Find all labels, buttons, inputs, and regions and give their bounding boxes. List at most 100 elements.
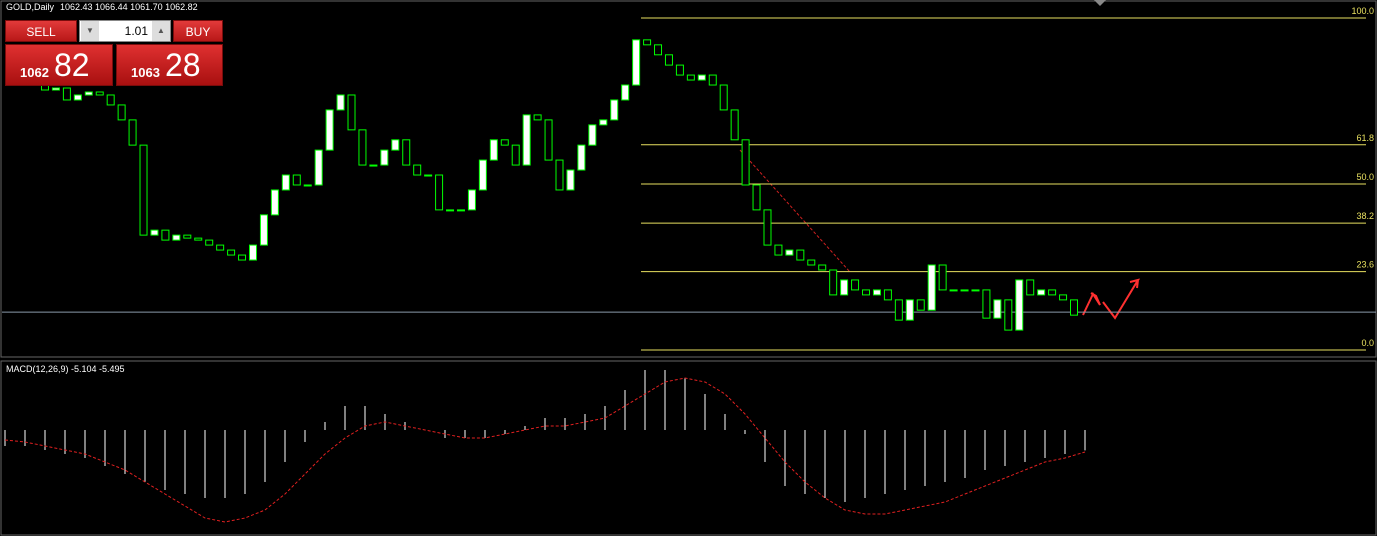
candle-body [741, 139, 750, 186]
candle-body [1026, 279, 1035, 296]
lot-value: 1.01 [124, 24, 148, 38]
candle-body [949, 289, 958, 292]
candle-body [599, 119, 608, 126]
candle-body [314, 149, 323, 186]
candle-body [478, 159, 487, 191]
candle-body [960, 289, 969, 292]
candle-body [139, 144, 148, 236]
candle-body [183, 234, 192, 239]
candle-body [303, 184, 312, 187]
candle-body [435, 174, 444, 211]
candle-body [851, 279, 860, 291]
candle-body [632, 39, 641, 86]
candle-body [610, 99, 619, 121]
fib-label: 61.8 [1356, 133, 1374, 143]
candle-body [325, 109, 334, 151]
candle-body [369, 164, 378, 167]
signal-line [4, 377, 1086, 523]
lot-input[interactable]: 1.01 [79, 20, 171, 42]
candle-body [172, 234, 181, 241]
trend-line [739, 149, 851, 273]
candle-body [446, 209, 455, 212]
candle-body [216, 244, 225, 251]
macd-title: MACD(12,26,9) -5.104 -5.495 [6, 364, 125, 374]
candle-body [905, 299, 914, 321]
candle-body [391, 139, 400, 151]
candle-body [347, 94, 356, 131]
candle-body [621, 84, 630, 101]
candle-body [675, 64, 684, 76]
quote: 1062.43 1066.44 1061.70 1062.82 [60, 2, 198, 12]
fib-label: 100.0 [1351, 6, 1374, 16]
fib-label: 38.2 [1356, 211, 1374, 221]
candle-body [971, 289, 980, 292]
candle-body [1004, 299, 1013, 331]
candle-body [730, 109, 739, 141]
candle-body [194, 237, 203, 241]
lot-up[interactable]: ▲ [152, 21, 170, 41]
forecast-arrow [1082, 291, 1101, 316]
candle-body [938, 264, 947, 291]
candle-body [402, 139, 411, 166]
candle-body [161, 229, 170, 241]
buy-button[interactable]: BUY [173, 20, 223, 42]
candle-body [774, 244, 783, 256]
candle-body [785, 249, 794, 256]
candle-body [993, 299, 1002, 319]
candle-body [467, 189, 476, 211]
candle-body [577, 144, 586, 171]
candle-body [238, 254, 247, 261]
candle-body [424, 174, 433, 177]
candle-body [643, 39, 652, 46]
candle-body [281, 174, 290, 191]
candle-body [413, 164, 422, 176]
candle-body [1070, 299, 1078, 316]
candle-body [872, 289, 881, 296]
candle-body [456, 209, 465, 212]
candle-body [248, 244, 257, 261]
candle-body [150, 229, 159, 236]
candle-body [1048, 289, 1057, 296]
chart-header: GOLD,Daily 1062.43 1066.44 1061.70 1062.8… [6, 2, 204, 12]
fib-label: 50.0 [1356, 172, 1374, 182]
fib-label: 23.6 [1356, 260, 1374, 270]
candle-body [533, 114, 542, 121]
candle-body [1059, 294, 1068, 301]
candle-body [292, 174, 301, 186]
bid-big: 1062 [20, 65, 49, 80]
candle-body [763, 209, 772, 246]
candle-body [358, 129, 367, 166]
candle-body [544, 119, 553, 161]
candle-body [106, 94, 115, 106]
ask-pips: 28 [165, 47, 201, 83]
candle-body [566, 169, 575, 191]
main-pane-border [0, 0, 1377, 358]
candle-body [1037, 289, 1046, 296]
candle-body [686, 74, 695, 81]
candle-body [807, 259, 816, 266]
candle-body [697, 74, 706, 81]
candle-body [654, 44, 663, 56]
candle-body [708, 74, 717, 86]
ask-price[interactable]: 1063 28 [116, 44, 223, 86]
candle-body [862, 289, 871, 296]
macd-pane-border [0, 360, 1377, 536]
candle-body [95, 91, 104, 96]
bid-price[interactable]: 1062 82 [5, 44, 113, 86]
sell-button[interactable]: SELL [5, 20, 77, 42]
lot-down[interactable]: ▼ [81, 21, 99, 41]
candle-body [894, 299, 903, 321]
bid-pips: 82 [54, 47, 90, 83]
candle-body [522, 114, 531, 166]
candle-body [73, 94, 82, 101]
candle-body [818, 264, 827, 271]
candle-body [51, 87, 60, 91]
candle-body [1015, 279, 1024, 331]
candle-body [62, 87, 71, 101]
candle-body [927, 264, 936, 311]
candle-body [84, 91, 93, 96]
candle-body [489, 139, 498, 161]
candle-body [664, 54, 673, 66]
candle-body [500, 139, 509, 146]
